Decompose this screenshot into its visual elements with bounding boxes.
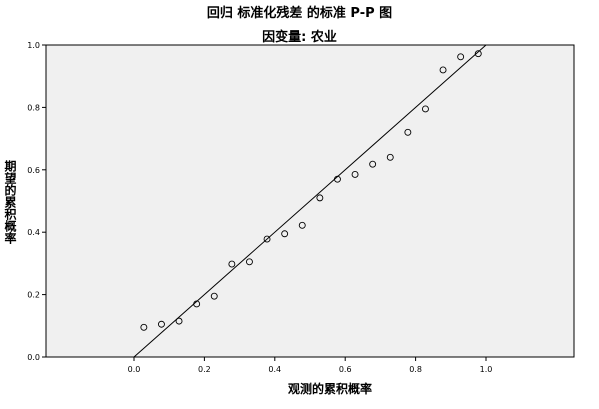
data-point — [422, 105, 429, 113]
y-tick-label: 0.8 — [27, 103, 40, 112]
data-point — [457, 53, 465, 61]
reference-line — [133, 45, 487, 357]
data-point — [193, 300, 201, 308]
data-point — [474, 50, 482, 58]
data-point — [246, 258, 253, 266]
x-tick-label: 0.0 — [128, 365, 141, 374]
y-tick-label: 0.6 — [27, 166, 40, 175]
y-axis-label: 期望的累积概率 — [3, 160, 17, 244]
data-point — [263, 235, 271, 243]
data-point — [439, 66, 447, 74]
y-tick-label: 0.2 — [27, 291, 40, 300]
data-point — [316, 194, 324, 202]
data-point — [140, 323, 148, 331]
data-point — [158, 320, 165, 328]
data-point — [351, 171, 359, 178]
x-tick-label: 1.0 — [480, 365, 493, 374]
y-tick-label: 1.0 — [27, 41, 40, 50]
x-tick-label: 0.4 — [268, 365, 281, 374]
data-point — [228, 260, 236, 268]
data-point — [281, 230, 289, 238]
data-point — [298, 221, 306, 229]
data-point — [210, 292, 218, 300]
data-point — [386, 153, 394, 161]
data-point — [334, 175, 341, 183]
data-point — [404, 128, 412, 136]
chart-title: 回归 标准化残差 的标准 P-P 图 — [206, 6, 393, 21]
chart-subtitle: 因变量: 农业 — [262, 30, 337, 45]
x-axis-label: 观测的累积概率 — [287, 382, 372, 396]
y-tick-label: 0.4 — [27, 228, 40, 237]
data-point — [175, 317, 183, 325]
x-tick-label: 0.6 — [339, 365, 352, 374]
x-tick-label: 0.2 — [198, 365, 211, 374]
y-tick-label: 0.0 — [27, 353, 40, 362]
x-tick-label: 0.8 — [409, 365, 422, 374]
data-point — [369, 160, 377, 168]
